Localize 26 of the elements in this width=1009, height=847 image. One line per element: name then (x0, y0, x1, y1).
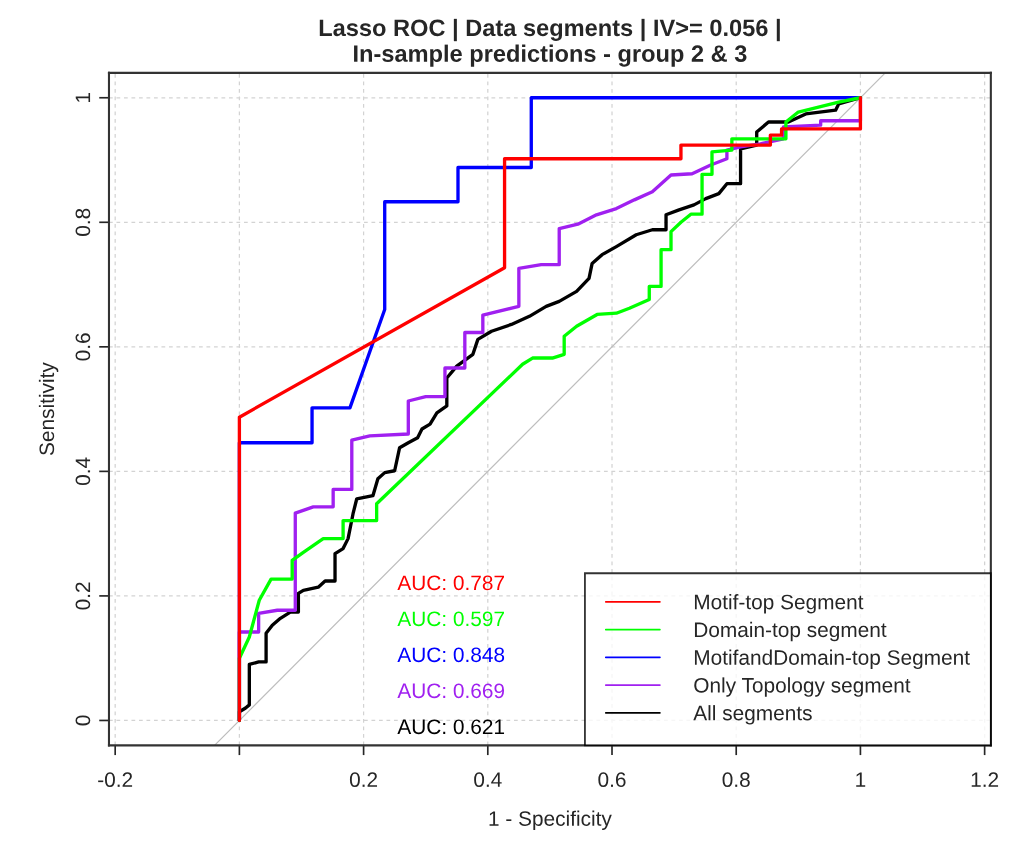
legend-label: All segments (693, 705, 812, 725)
x-tick-label: 0.4 (474, 772, 502, 788)
x-tick-label: 1 (856, 772, 866, 787)
x-axis-title: 1 - Specificity (489, 810, 612, 831)
x-tick-label: -0.2 (98, 772, 133, 788)
annotation: AUC: 0.621 (397, 719, 505, 735)
chart-title: Lasso ROC | Data segments | IV>= 0.056 | In-sample predictions - group 2 & 3 (319, 18, 780, 67)
x-tick-label: 0.6 (598, 772, 626, 788)
legend-label: MotifandDomain-top Segment (694, 649, 970, 670)
x-tick-label: 0.2 (349, 772, 378, 788)
annotation: AUC: 0.848 (397, 647, 505, 663)
y-tick-label: 1 (75, 92, 91, 102)
x-tick-label: 1.2 (971, 772, 999, 787)
legend-label: Only Topology segment (694, 677, 911, 697)
y-tick-label: 0.8 (75, 208, 91, 236)
y-tick-label: 0.6 (75, 333, 91, 361)
legend-label: Motif-top Segment (694, 594, 864, 614)
annotation: AUC: 0.787 (397, 575, 504, 591)
y-tick-label: 0.2 (75, 582, 91, 610)
y-axis-title: Sensitivity (38, 362, 59, 456)
annotation: AUC: 0.597 (397, 611, 504, 627)
legend-label: Domain-top segment (694, 621, 887, 642)
annotation: AUC: 0.669 (397, 683, 505, 699)
x-tick-label: 0.8 (722, 772, 750, 788)
y-tick-label: 0 (75, 715, 91, 726)
y-tick-label: 0.4 (75, 457, 91, 486)
